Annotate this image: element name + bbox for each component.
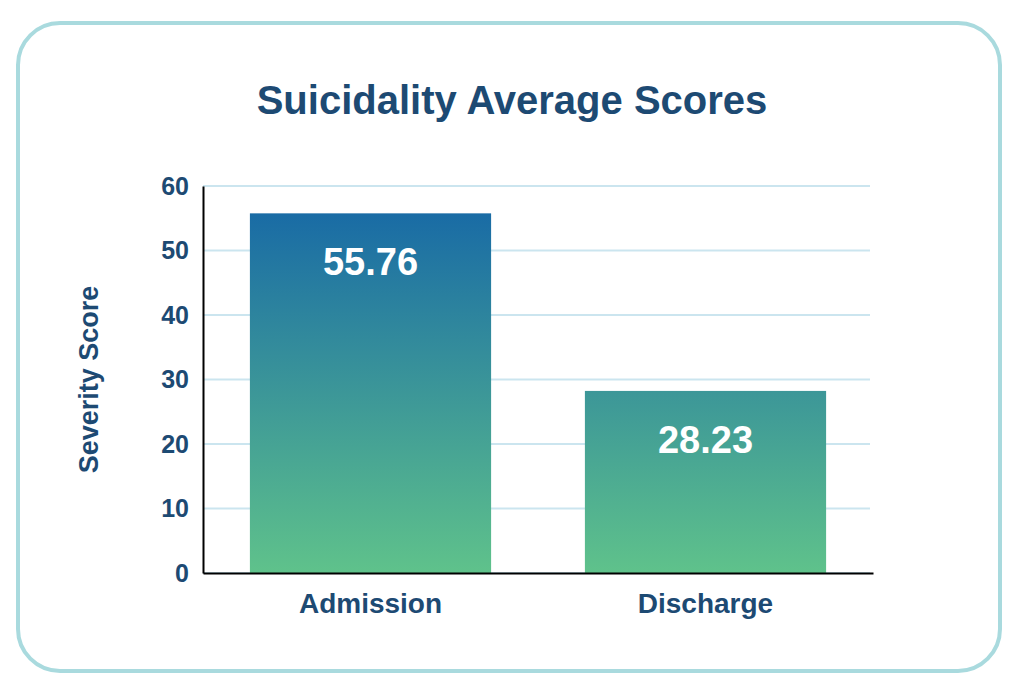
y-tick-label: 30	[161, 365, 189, 393]
x-tick-label: Discharge	[638, 588, 773, 619]
chart: Suicidality Average Scores 55.76 28.23 0 10 2…	[0, 0, 1024, 692]
y-tick: 0	[175, 559, 203, 587]
x-tick-label: Admission	[299, 588, 442, 619]
y-tick: 10	[161, 494, 203, 522]
data-label: 28.23	[658, 419, 753, 461]
grid-line	[203, 185, 870, 187]
data-labels: 55.76 28.23	[323, 241, 753, 461]
y-tick: 50	[161, 236, 203, 264]
y-axis-line	[203, 187, 205, 574]
y-tick-label: 0	[175, 559, 189, 587]
data-label: 55.76	[323, 241, 418, 283]
x-tick: Discharge	[638, 573, 773, 619]
y-axis: 0 10 20 30 40 50 60	[161, 172, 203, 587]
y-axis-title: Severity Score	[74, 286, 104, 474]
bars	[250, 213, 826, 573]
y-tick-label: 10	[161, 494, 189, 522]
frame	[18, 23, 1000, 671]
bar	[250, 213, 491, 573]
title: Suicidality Average Scores	[257, 78, 768, 122]
y-tick: 30	[161, 365, 203, 393]
y-tick-label: 40	[161, 301, 189, 329]
y-tick-label: 60	[161, 172, 189, 200]
x-tick: Admission	[299, 573, 442, 619]
y-tick: 40	[161, 301, 203, 329]
bar	[585, 391, 826, 573]
y-tick-label: 20	[161, 430, 189, 458]
x-axis-line	[204, 573, 874, 575]
y-tick: 20	[161, 430, 203, 458]
y-tick-label: 50	[161, 236, 189, 264]
x-axis: Admission Discharge	[204, 573, 874, 619]
y-tick: 60	[161, 172, 203, 200]
grid	[203, 186, 870, 573]
